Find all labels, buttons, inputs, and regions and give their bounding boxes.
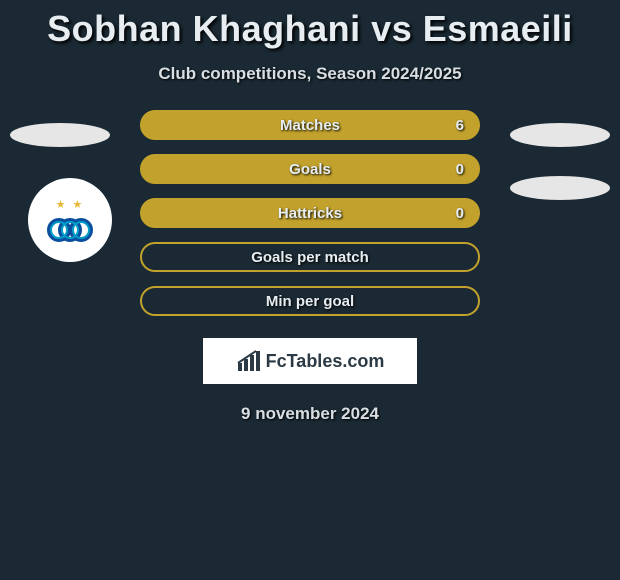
player-marker	[510, 176, 610, 200]
stat-row: Goals 0	[140, 154, 480, 184]
club-stars: ★ ★	[56, 198, 85, 211]
club-badge: ★ ★	[28, 178, 112, 262]
stat-label: Matches	[280, 117, 340, 134]
stat-row: Matches 6	[140, 110, 480, 140]
stat-label: Min per goal	[266, 293, 354, 310]
stat-value-right: 6	[444, 117, 464, 134]
stat-row: Hattricks 0	[140, 198, 480, 228]
date-line: 9 november 2024	[0, 404, 620, 424]
branding-box: FcTables.com	[203, 338, 417, 384]
club-rings-icon	[45, 213, 95, 247]
branding-text: FcTables.com	[266, 351, 385, 372]
subtitle: Club competitions, Season 2024/2025	[0, 64, 620, 84]
page-title: Sobhan Khaghani vs Esmaeili	[0, 0, 620, 50]
branding-chart-icon	[236, 349, 262, 373]
stat-value-right: 0	[444, 205, 464, 222]
stat-row: Min per goal	[140, 286, 480, 316]
stat-row: Goals per match	[140, 242, 480, 272]
stat-label: Goals	[289, 161, 331, 178]
stat-label: Hattricks	[278, 205, 342, 222]
player-marker	[510, 123, 610, 147]
stat-label: Goals per match	[251, 249, 369, 266]
stat-value-right: 0	[444, 161, 464, 178]
player-marker	[10, 123, 110, 147]
